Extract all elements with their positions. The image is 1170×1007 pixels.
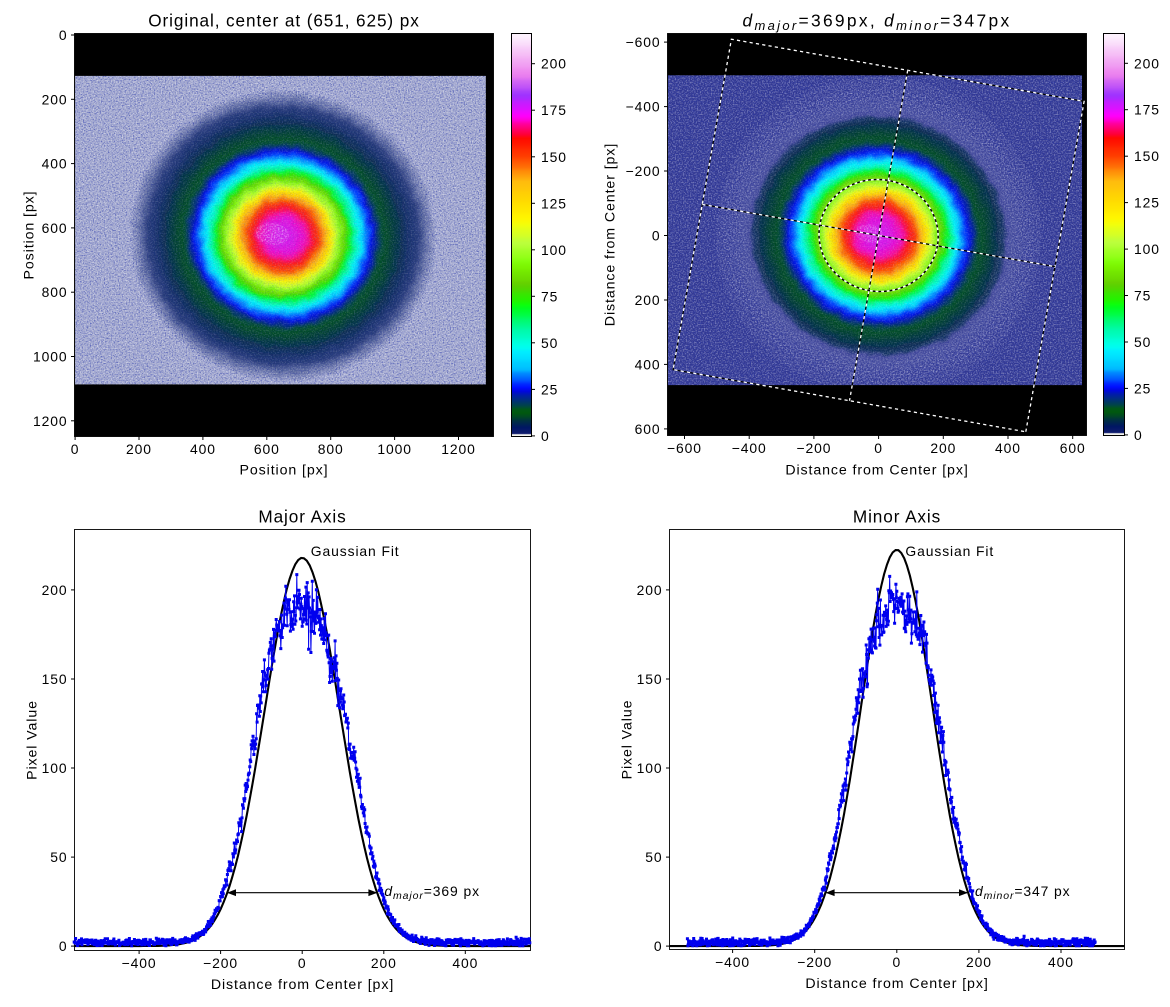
svg-text:0: 0 [654,938,663,954]
svg-text:Distance from Center [px]: Distance from Center [px] [805,976,988,992]
svg-text:−400: −400 [715,954,750,970]
svg-text:Pixel Value: Pixel Value [620,700,636,780]
svg-text:100: 100 [541,242,567,258]
svg-text:100: 100 [637,760,663,776]
svg-text:175: 175 [541,102,567,118]
svg-text:100: 100 [1134,241,1160,257]
svg-text:Gaussian Fit: Gaussian Fit [905,543,994,559]
svg-text:200: 200 [966,954,992,970]
svg-text:1200: 1200 [33,413,68,429]
svg-text:−600: −600 [626,34,661,50]
svg-text:400: 400 [190,441,216,457]
svg-text:125: 125 [1134,195,1160,211]
svg-text:150: 150 [637,671,663,687]
svg-text:400: 400 [42,156,68,172]
svg-text:Minor Axis: Minor Axis [853,506,941,526]
svg-text:0: 0 [652,228,661,244]
svg-text:600: 600 [254,441,280,457]
svg-text:Gaussian Fit: Gaussian Fit [311,543,400,559]
svg-text:Distance from Center [px]: Distance from Center [px] [603,143,619,326]
svg-text:50: 50 [1134,334,1151,350]
svg-text:150: 150 [541,149,567,165]
svg-text:−200: −200 [626,163,661,179]
svg-text:150: 150 [42,671,68,687]
svg-text:50: 50 [645,849,662,865]
svg-text:200: 200 [635,292,661,308]
svg-text:−600: −600 [667,440,702,456]
svg-text:200: 200 [371,955,397,971]
svg-text:1000: 1000 [377,441,412,457]
svg-text:1200: 1200 [441,441,476,457]
svg-text:dmajor=369px, dminor=347px: dmajor=369px, dminor=347px [743,11,1012,33]
svg-text:Distance from Center [px]: Distance from Center [px] [211,977,394,993]
svg-text:50: 50 [50,849,67,865]
svg-text:200: 200 [541,56,567,72]
svg-text:−400: −400 [626,99,661,115]
svg-text:25: 25 [1134,380,1151,396]
svg-text:200: 200 [42,582,68,598]
svg-text:200: 200 [637,582,663,598]
svg-text:0: 0 [59,27,68,43]
svg-text:1000: 1000 [33,349,68,365]
svg-text:400: 400 [1048,954,1074,970]
svg-text:600: 600 [42,220,68,236]
svg-text:dmajor=369 px: dmajor=369 px [384,883,480,902]
svg-text:200: 200 [1134,55,1160,71]
svg-text:75: 75 [541,288,558,304]
svg-text:Distance from Center [px]: Distance from Center [px] [785,463,968,479]
svg-text:200: 200 [42,91,68,107]
svg-text:Position [px]: Position [px] [240,463,329,479]
svg-text:0: 0 [1134,427,1143,443]
svg-text:800: 800 [42,284,68,300]
svg-text:175: 175 [1134,102,1160,118]
svg-text:0: 0 [874,440,883,456]
svg-text:−200: −200 [203,955,238,971]
svg-text:400: 400 [452,955,478,971]
svg-text:0: 0 [892,954,901,970]
svg-text:600: 600 [1060,440,1086,456]
svg-text:Original, center at (651, 625): Original, center at (651, 625) px [148,11,419,31]
svg-text:75: 75 [1134,288,1151,304]
svg-text:150: 150 [1134,148,1160,164]
svg-text:200: 200 [930,440,956,456]
svg-text:0: 0 [541,428,550,444]
svg-text:dminor=347 px: dminor=347 px [975,883,1071,902]
svg-text:200: 200 [126,441,152,457]
svg-text:0: 0 [59,938,68,954]
svg-text:−400: −400 [122,955,157,971]
svg-text:400: 400 [635,356,661,372]
svg-text:−400: −400 [732,440,767,456]
svg-text:25: 25 [541,381,558,397]
svg-text:400: 400 [995,440,1021,456]
svg-text:Major Axis: Major Axis [258,506,346,526]
svg-text:100: 100 [42,760,68,776]
svg-text:50: 50 [541,335,558,351]
svg-text:800: 800 [318,441,344,457]
svg-text:Position [px]: Position [px] [22,191,38,280]
svg-text:0: 0 [71,441,80,457]
svg-text:0: 0 [298,955,307,971]
svg-text:125: 125 [541,195,567,211]
svg-text:Pixel Value: Pixel Value [25,700,41,780]
svg-text:−200: −200 [796,440,831,456]
svg-text:600: 600 [635,421,661,437]
svg-text:−200: −200 [797,954,832,970]
